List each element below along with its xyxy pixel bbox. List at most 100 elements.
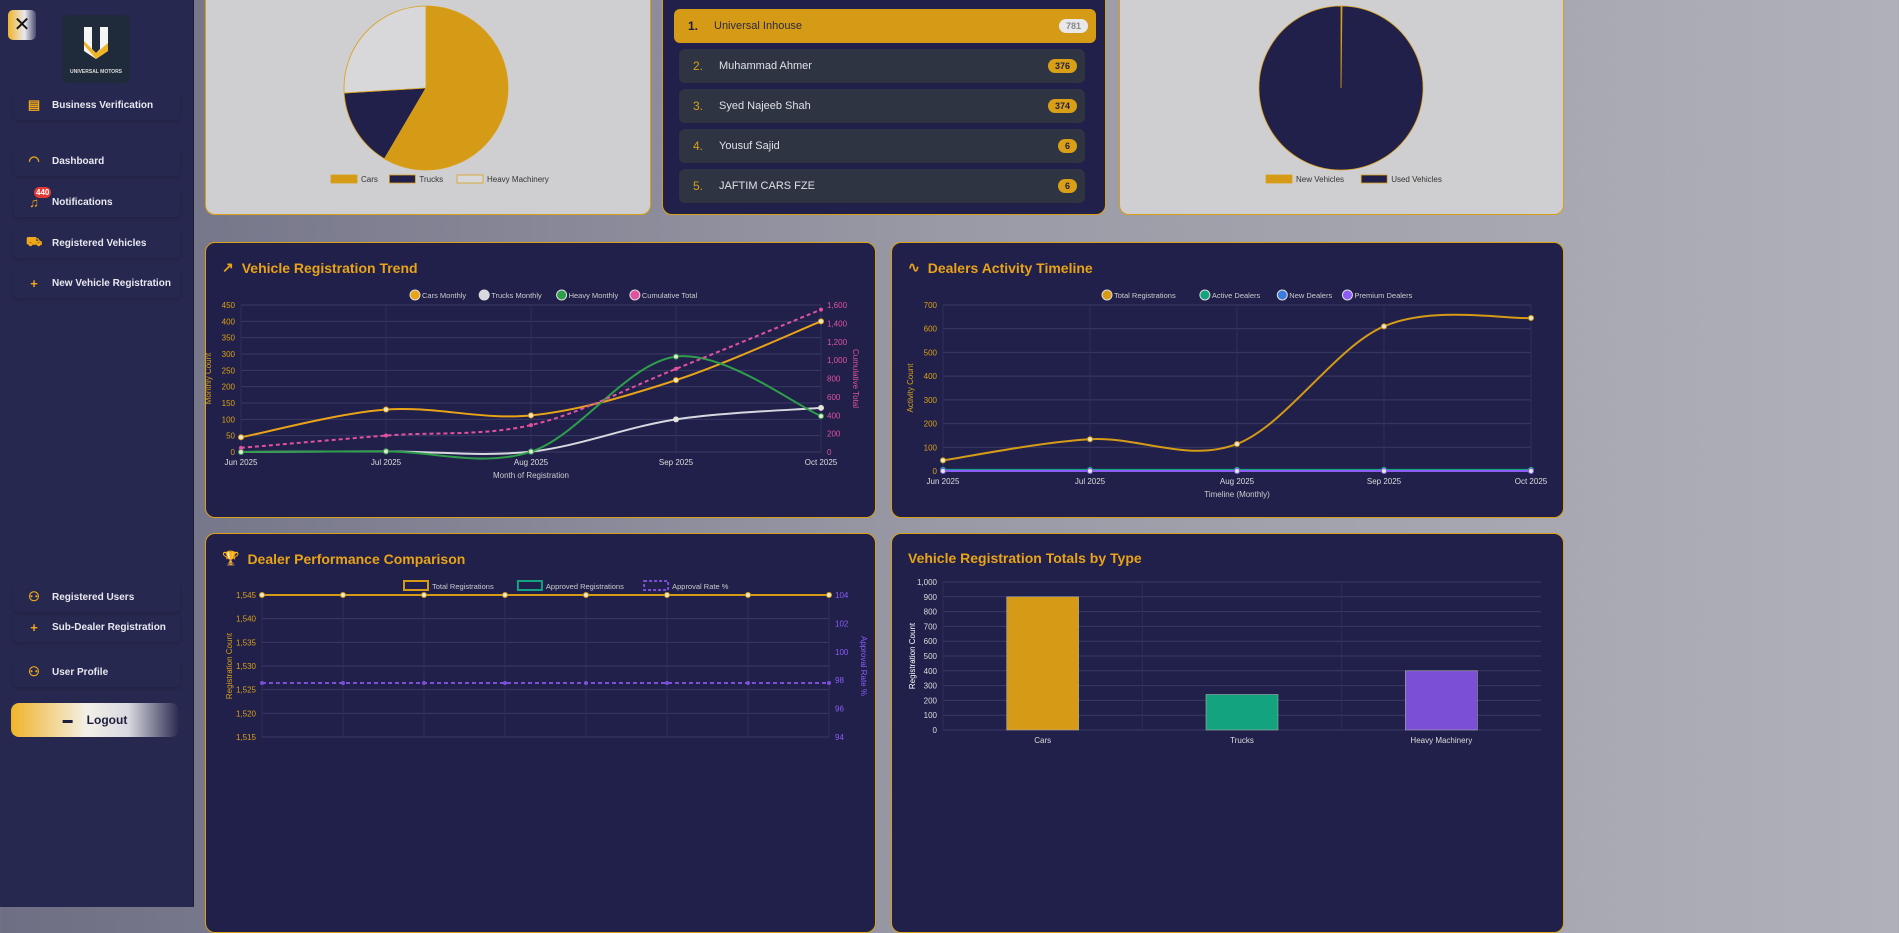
sidebar-item-label: Dashboard <box>52 156 104 167</box>
x-tick-label: Sep 2025 <box>1367 477 1402 486</box>
sidebar-item-label: User Profile <box>52 667 108 678</box>
sidebar-item-registered-users[interactable]: ⚇Registered Users <box>14 582 180 612</box>
data-point <box>423 682 426 685</box>
rank-number: 5. <box>679 179 719 193</box>
y-tick-label: 1,525 <box>236 686 257 695</box>
y2-tick-label: 100 <box>835 648 849 657</box>
y-tick-label: 1,515 <box>236 733 257 742</box>
data-point <box>585 682 588 685</box>
sidebar-item-user-profile[interactable]: ⚇ User Profile <box>14 657 180 687</box>
sidebar-item-sub-dealer-registration[interactable]: +Sub-Dealer Registration <box>14 612 180 642</box>
dealer-name: Muhammad Ahmer <box>719 60 812 72</box>
data-point <box>1088 437 1093 442</box>
legend-label: Heavy Machinery <box>487 175 549 184</box>
y-tick-label: 400 <box>222 317 236 326</box>
y-tick-label: 100 <box>924 443 938 452</box>
y2-tick-label: 0 <box>827 448 832 457</box>
dealer-performance-card: 🏆 Dealer Performance Comparison 1,515 1,52… <box>205 533 876 933</box>
y2-tick-label: 98 <box>835 676 844 685</box>
sidebar-item-label: Registered Users <box>52 592 134 603</box>
y2-tick-label: 94 <box>835 733 844 742</box>
close-sidebar-button[interactable]: ✕ <box>8 10 36 40</box>
y2-tick-label: 200 <box>827 430 841 439</box>
data-point <box>1382 324 1387 329</box>
x-tick-label: Cars <box>1034 736 1051 745</box>
y-tick-label: 200 <box>924 696 938 705</box>
card-title: Dealer Performance Comparison <box>247 551 465 567</box>
legend-swatch <box>557 290 567 300</box>
x-tick-label: Aug 2025 <box>514 458 549 467</box>
x-tick-label: Oct 2025 <box>805 458 838 467</box>
x-tick-label: Jun 2025 <box>225 458 258 467</box>
sidebar-item-label: Business Verification <box>52 100 153 111</box>
sidebar-item-business-verification[interactable]: ▤Business Verification <box>14 90 180 120</box>
x-tick-label: Heavy Machinery <box>1410 736 1472 745</box>
registration-count-badge: 6 <box>1058 139 1077 153</box>
users-icon: ⚇ <box>26 664 42 680</box>
y-tick-label: 1,545 <box>236 591 257 600</box>
activity-icon: ∿ <box>908 259 920 276</box>
data-point <box>746 593 751 598</box>
sidebar-item-registered-vehicles[interactable]: ⛟Registered Vehicles <box>14 228 180 258</box>
y-axis-label: Registration Count <box>908 622 917 689</box>
y2-axis-label: Approval Rate % <box>859 636 868 696</box>
trophy-icon: 🏆 <box>222 550 239 567</box>
logout-button[interactable]: ▬Logout <box>11 703 179 737</box>
y-tick-label: 350 <box>222 334 236 343</box>
y2-tick-label: 400 <box>827 411 841 420</box>
legend-swatch <box>1266 175 1292 183</box>
y2-tick-label: 1,600 <box>827 301 848 310</box>
rank-number: 2. <box>679 59 719 73</box>
data-point <box>819 319 824 324</box>
data-point <box>827 593 832 598</box>
y2-tick-label: 96 <box>835 705 844 714</box>
data-point <box>941 458 946 463</box>
y-tick-label: 700 <box>924 301 938 310</box>
y-tick-label: 500 <box>924 652 938 661</box>
data-point <box>828 682 831 685</box>
notification-badge: 440 <box>34 187 51 198</box>
sidebar-item-label: New Vehicle Registration <box>52 278 171 289</box>
sidebar-item-label: Sub-Dealer Registration <box>52 622 166 633</box>
data-point <box>239 450 244 455</box>
x-tick-label: Oct 2025 <box>1515 477 1548 486</box>
y2-tick-label: 1,200 <box>827 338 848 347</box>
y-tick-label: 500 <box>924 348 938 357</box>
data-point <box>1235 441 1240 446</box>
data-point <box>675 367 678 370</box>
data-point <box>530 424 533 427</box>
sidebar-item-new-vehicle-registration[interactable]: +New Vehicle Registration <box>14 268 180 298</box>
legend-label: Cars <box>361 175 378 184</box>
legend-swatch <box>1277 290 1287 300</box>
legend-swatch <box>1200 290 1210 300</box>
registration-count-badge: 781 <box>1059 19 1088 33</box>
y-tick-label: 200 <box>222 383 236 392</box>
x-tick-label: Sep 2025 <box>659 458 694 467</box>
x-tick-label: Trucks <box>1230 736 1254 745</box>
x-tick-label: Jul 2025 <box>371 458 402 467</box>
legend-swatch <box>518 581 542 590</box>
data-point <box>504 682 507 685</box>
legend-label: Approved Registrations <box>546 582 624 591</box>
sidebar-item-dashboard[interactable]: ◠Dashboard <box>14 146 180 176</box>
x-tick-label: Aug 2025 <box>1220 477 1255 486</box>
legend-label: Cumulative Total <box>642 291 698 300</box>
y-tick-label: 400 <box>924 667 938 676</box>
y2-tick-label: 600 <box>827 393 841 402</box>
y2-tick-label: 102 <box>835 619 849 628</box>
dealer-name: JAFTIM CARS FZE <box>719 180 815 192</box>
card-title: Vehicle Registration Trend <box>242 260 418 276</box>
card-title: Dealers Activity Timeline <box>928 260 1093 276</box>
legend-label: Trucks Monthly <box>491 291 542 300</box>
data-point <box>385 434 388 437</box>
registration-count-badge: 374 <box>1048 99 1077 113</box>
